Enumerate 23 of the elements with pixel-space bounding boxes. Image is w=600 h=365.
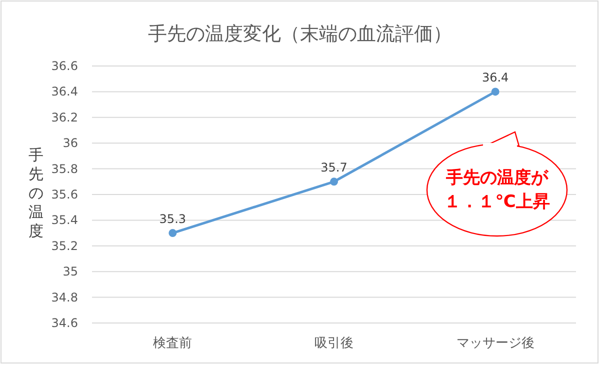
y-tick-label: 35	[62, 264, 78, 279]
point	[168, 229, 177, 238]
y-tick-label: 36.6	[51, 59, 78, 73]
y-tick-label: 35.2	[51, 238, 78, 253]
data-label: 36.4	[482, 70, 509, 85]
annotation: 手先の温度が１．１℃上昇	[443, 167, 551, 214]
y-tick-label: 35.6	[51, 188, 78, 202]
y-tick-label: 36.2	[51, 110, 78, 124]
y-tick-label: 36	[62, 136, 78, 150]
x-tick-label: 検査前	[153, 336, 192, 351]
y-axis-title: 手先の温度	[28, 146, 44, 240]
x-tick-label: 吸引後	[314, 336, 354, 351]
y-tick-label: 35.4	[51, 213, 78, 228]
y-tick-label: 35.8	[51, 162, 78, 176]
y-tick-label: 34.8	[51, 290, 78, 304]
point	[491, 88, 500, 96]
data-label: 35.3	[159, 212, 186, 226]
data-label: 35.7	[320, 160, 348, 175]
point	[330, 178, 338, 186]
y-tick-label: 36.4	[51, 84, 78, 99]
chart-title: 手先の温度変化（末端の血流評価）	[148, 23, 452, 45]
y-tick-label: 34.6	[51, 316, 78, 330]
x-tick-label: マッサージ後	[456, 336, 534, 351]
